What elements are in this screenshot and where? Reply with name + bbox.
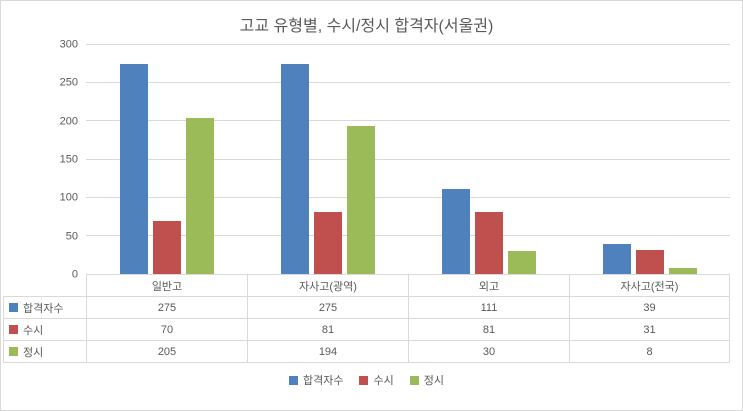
bar-정시 xyxy=(668,267,697,274)
legend-swatch-icon xyxy=(409,375,419,385)
table-row-label-수시: 수시 xyxy=(3,319,86,341)
table-value-cell-text: 81 xyxy=(321,323,335,336)
table-value-cell-text: 30 xyxy=(482,345,496,358)
y-tick-label: 50 xyxy=(65,230,78,243)
table-value-cell-text: 205 xyxy=(157,345,177,358)
legend-label: 합격자수 xyxy=(303,375,344,387)
bar-group-4 xyxy=(569,45,730,274)
y-tick-label: 150 xyxy=(59,153,78,166)
legend-label: 수시 xyxy=(373,375,394,387)
bar-group-2 xyxy=(247,45,408,274)
bar-정시 xyxy=(346,125,375,274)
legend: 합격자수 수시 정시 xyxy=(3,372,730,388)
bar-합격자수 xyxy=(280,64,309,274)
y-tick-label: 300 xyxy=(59,38,78,51)
legend-item-수시: 수시 xyxy=(359,372,394,388)
legend-key-icon xyxy=(9,347,18,356)
plot-area xyxy=(86,44,730,275)
y-tick-label: 0 xyxy=(71,268,78,281)
table-category-header-text: 자사고(전국) xyxy=(620,280,679,293)
table-value-cell: 205 xyxy=(86,341,247,363)
gridline xyxy=(86,44,730,45)
table-value-cell: 111 xyxy=(408,297,569,319)
table-value-cell-text: 31 xyxy=(643,323,656,336)
gridline xyxy=(86,120,730,122)
bar-정시 xyxy=(185,117,214,274)
y-tick-label: 250 xyxy=(59,76,78,89)
table-value-cell-text: 111 xyxy=(480,301,498,314)
chart-title: 고교 유형별, 수시/정시 합격자(서울권) xyxy=(239,18,494,35)
table-value-cell: 39 xyxy=(569,297,730,319)
bar-수시 xyxy=(635,250,664,274)
legend-swatch-icon xyxy=(289,375,298,385)
table-corner-cell xyxy=(3,275,86,297)
table-category-header-text: 외고 xyxy=(478,280,500,293)
table-category-header: 자사고(전국) xyxy=(569,275,730,297)
bar-합격자수 xyxy=(441,189,470,274)
gridline xyxy=(86,158,730,160)
plot-row: 0 50 100 150 200 250 300 xyxy=(3,39,730,280)
table-value-cell-text: 70 xyxy=(160,323,174,336)
bar-정시 xyxy=(507,251,536,274)
table-value-cell-text: 194 xyxy=(318,345,338,358)
table-row-label-합격자수: 합격자수 xyxy=(3,297,86,319)
y-tick-label: 200 xyxy=(59,115,78,128)
table-value-cell-text: 275 xyxy=(157,301,177,314)
table-row-label-text: 정시 xyxy=(23,346,44,359)
table-value-cell: 31 xyxy=(569,319,730,341)
table-row-label-정시: 정시 xyxy=(3,341,86,363)
table-row-label-text: 합격자수 xyxy=(23,302,64,315)
table-value-cell: 194 xyxy=(247,341,408,363)
gridline xyxy=(86,196,730,198)
bar-group-1 xyxy=(86,45,247,274)
table-category-header-text: 일반고 xyxy=(151,280,183,293)
legend-swatch-icon xyxy=(359,375,369,385)
table-row-label-text: 수시 xyxy=(23,324,44,337)
table-value-cell-text: 39 xyxy=(643,301,656,314)
table-value-cell-text: 275 xyxy=(318,301,338,314)
legend-item-합격자수: 합격자수 xyxy=(289,372,343,388)
table-value-cell: 275 xyxy=(247,297,408,319)
legend-key-icon xyxy=(9,325,18,334)
legend-label: 정시 xyxy=(423,375,444,387)
bar-수시 xyxy=(313,212,342,274)
gridline xyxy=(86,234,730,236)
bar-합격자수 xyxy=(119,64,148,274)
bar-수시 xyxy=(152,220,181,274)
bar-group-3 xyxy=(408,45,569,274)
table-category-header: 자사고(광역) xyxy=(247,275,408,297)
table-value-cell-text: 81 xyxy=(482,323,496,336)
bar-합격자수 xyxy=(602,244,631,274)
y-tick-label: 100 xyxy=(59,191,78,204)
gridline xyxy=(86,82,730,84)
bar-수시 xyxy=(474,212,503,274)
table-category-header: 일반고 xyxy=(86,275,247,297)
table-value-cell: 81 xyxy=(247,319,408,341)
table-value-cell: 8 xyxy=(569,341,730,363)
table-value-cell: 275 xyxy=(86,297,247,319)
data-table: 일반고 자사고(광역) 외고 자사고(전국) 합격자수 275 275 111 39 수시 70 81… xyxy=(3,275,730,363)
table-value-cell-text: 8 xyxy=(646,345,653,358)
bars-container xyxy=(86,45,730,274)
table-value-cell: 70 xyxy=(86,319,247,341)
legend-item-정시: 정시 xyxy=(409,372,444,388)
table-value-cell: 30 xyxy=(408,341,569,363)
table-category-header-text: 자사고(광역) xyxy=(299,280,357,293)
y-axis-labels: 0 50 100 150 200 250 300 xyxy=(3,39,86,280)
legend-key-icon xyxy=(9,303,18,312)
table-value-cell: 81 xyxy=(408,319,569,341)
table-category-header: 외고 xyxy=(408,275,569,297)
